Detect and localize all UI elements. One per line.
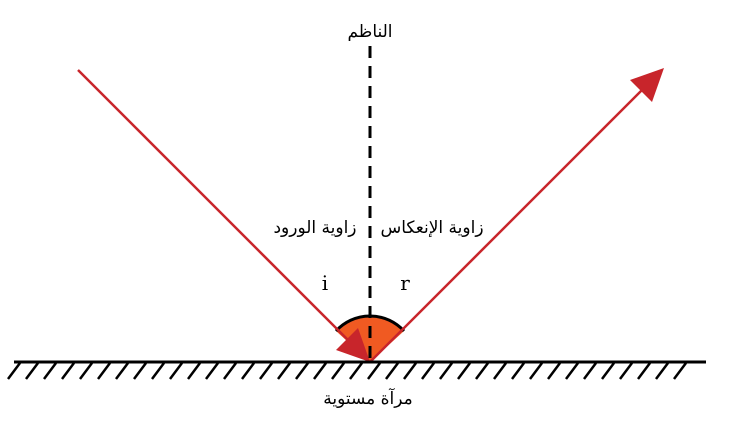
hatch-mark bbox=[43, 362, 57, 380]
hatch-mark bbox=[295, 362, 309, 380]
incident-ray-arrowhead bbox=[336, 328, 370, 362]
hatch-mark bbox=[7, 362, 21, 380]
hatch-mark bbox=[241, 362, 255, 380]
hatch-mark bbox=[223, 362, 237, 380]
hatch-mark bbox=[655, 362, 669, 380]
hatch-mark bbox=[205, 362, 219, 380]
hatch-mark bbox=[493, 362, 507, 380]
hatch-mark bbox=[403, 362, 417, 380]
hatch-mark bbox=[25, 362, 39, 380]
hatch-mark bbox=[439, 362, 453, 380]
normal-label: الناظم bbox=[347, 22, 392, 42]
hatch-mark bbox=[259, 362, 273, 380]
hatch-mark bbox=[601, 362, 615, 380]
hatch-mark bbox=[619, 362, 633, 380]
reflection-angle-sector bbox=[370, 316, 404, 362]
incident-ray bbox=[77, 69, 369, 361]
hatch-mark bbox=[187, 362, 201, 380]
incidence-symbol: i bbox=[322, 271, 328, 295]
hatch-mark bbox=[97, 362, 111, 380]
hatch-mark bbox=[565, 362, 579, 380]
hatch-mark bbox=[457, 362, 471, 380]
hatch-mark bbox=[331, 362, 345, 380]
hatch-mark bbox=[421, 362, 435, 380]
hatch-mark bbox=[547, 362, 561, 380]
hatch-mark bbox=[277, 362, 291, 380]
incidence-angle-label: زاوية الورود bbox=[273, 218, 356, 238]
hatch-mark bbox=[115, 362, 129, 380]
hatch-mark bbox=[79, 362, 93, 380]
hatch-mark bbox=[529, 362, 543, 380]
hatch-mark bbox=[151, 362, 165, 380]
hatch-mark bbox=[313, 362, 327, 380]
hatch-mark bbox=[475, 362, 489, 380]
hatch-mark bbox=[169, 362, 183, 380]
reflection-angle-label: زاوية الإنعكاس bbox=[380, 218, 483, 238]
hatch-mark bbox=[637, 362, 651, 380]
hatch-mark bbox=[673, 362, 687, 380]
hatch-mark bbox=[511, 362, 525, 380]
hatch-mark bbox=[385, 362, 399, 380]
hatch-mark bbox=[349, 362, 363, 380]
reflected-ray-arrowhead bbox=[630, 68, 664, 102]
hatch-mark bbox=[583, 362, 597, 380]
hatch-mark bbox=[367, 362, 381, 380]
reflection-symbol: r bbox=[400, 271, 410, 295]
hatch-mark bbox=[61, 362, 75, 380]
reflected-ray bbox=[369, 81, 651, 363]
mirror-label: مرآة مستوية bbox=[323, 387, 413, 409]
hatch-mark bbox=[133, 362, 147, 380]
mirror-hatching bbox=[7, 362, 687, 380]
